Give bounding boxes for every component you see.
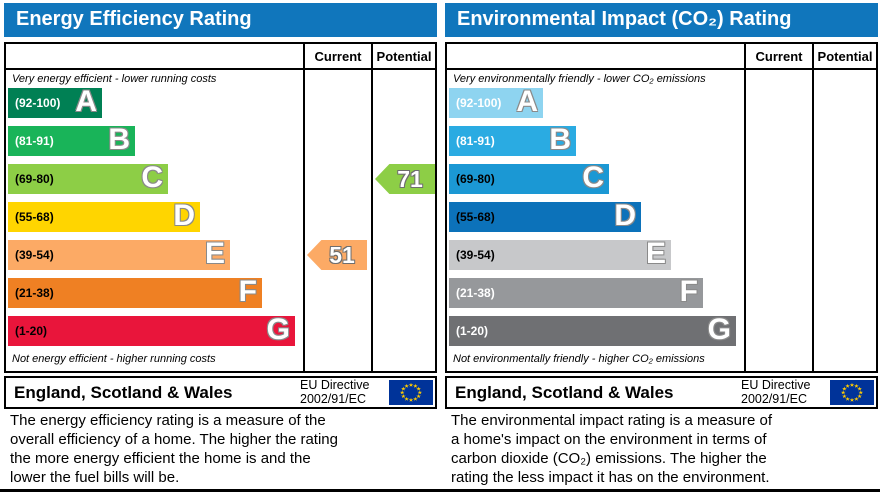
band-range-label: (69-80) <box>15 172 54 186</box>
band-letter: E <box>645 237 666 270</box>
band-e: (39-54) E <box>449 237 671 270</box>
band-b: (81-91) B <box>449 123 576 156</box>
potential-rating-arrow: 71 <box>375 164 435 194</box>
band-d: (55-68) D <box>449 199 641 232</box>
description-line: overall efficiency of a home. The higher… <box>10 431 338 448</box>
region-footer: England, Scotland & Wales EU Directive 2… <box>4 376 437 409</box>
column-divider <box>371 44 373 371</box>
band-f: (21-38) F <box>8 275 262 308</box>
band-e: (39-54) E <box>8 237 230 270</box>
description-line: The environmental impact rating is a mea… <box>451 412 772 429</box>
potential-column-header: Potential <box>376 49 432 64</box>
bottom-rule <box>0 489 880 492</box>
co2-description: The environmental impact rating is a mea… <box>451 411 772 487</box>
top-caption: Very environmentally friendly - lower CO… <box>453 73 706 85</box>
band-range-label: (92-100) <box>456 96 502 110</box>
eu-directive-label: EU Directive 2002/91/EC <box>300 378 370 406</box>
band-range-label: (55-68) <box>456 210 495 224</box>
band-a: (92-100) A <box>8 85 102 118</box>
current-column-header: Current <box>755 49 803 64</box>
band-range-label: (92-100) <box>15 96 61 110</box>
potential-column-header: Potential <box>817 49 873 64</box>
band-letter: E <box>204 237 225 270</box>
band-letter: C <box>582 161 604 194</box>
bottom-caption: Not energy efficient - higher running co… <box>12 353 216 365</box>
top-caption: Very energy efficient - lower running co… <box>12 73 217 85</box>
band-letter: D <box>614 199 636 232</box>
energy-description: The energy efficiency rating is a measur… <box>10 411 338 487</box>
band-a: (92-100) A <box>449 85 543 118</box>
band-c: (69-80) C <box>449 161 609 194</box>
band-g: (1-20) G <box>449 313 736 346</box>
band-letter: F <box>679 275 698 308</box>
band-range-label: (81-91) <box>15 134 54 148</box>
band-range-label: (21-38) <box>15 286 54 300</box>
band-d: (55-68) D <box>8 199 200 232</box>
band-range-label: (69-80) <box>456 172 495 186</box>
band-range-label: (39-54) <box>15 248 54 262</box>
potential-rating-value: 71 <box>397 165 423 192</box>
band-letter: F <box>238 275 257 308</box>
description-line: lower the fuel bills will be. <box>10 469 180 486</box>
region-label: England, Scotland & Wales <box>455 383 674 402</box>
co2-title: Environmental Impact (CO₂) Rating <box>457 8 792 30</box>
column-divider <box>812 44 814 371</box>
current-column-header: Current <box>314 49 362 64</box>
eu-flag-icon <box>830 380 874 405</box>
band-range-label: (39-54) <box>456 248 495 262</box>
description-line: The energy efficiency rating is a measur… <box>10 412 326 429</box>
band-f: (21-38) F <box>449 275 703 308</box>
header-rule <box>447 68 876 70</box>
description-line: carbon dioxide (CO₂) emissions. The high… <box>451 450 767 467</box>
band-g: (1-20) G <box>8 313 295 346</box>
eu-flag-icon <box>389 380 433 405</box>
band-range-label: (1-20) <box>456 324 489 338</box>
current-rating-arrow: 51 <box>307 240 367 270</box>
band-c: (69-80) C <box>8 161 168 194</box>
band-letter: B <box>108 123 130 156</box>
energy-title-bar: Energy Efficiency Rating <box>4 3 437 37</box>
description-line: rating the less impact it has on the env… <box>451 469 770 486</box>
band-range-label: (21-38) <box>456 286 495 300</box>
rating-bands: (92-100) A (81-91) B (69-80) C (55-68) D (39-54)… <box>8 85 295 354</box>
column-divider <box>744 44 746 371</box>
header-rule <box>6 68 435 70</box>
band-letter: D <box>173 199 195 232</box>
description-line: a home's impact on the environment in te… <box>451 431 767 448</box>
band-letter: G <box>707 313 731 346</box>
energy-rating-chart: Current Potential Very energy efficient … <box>4 42 437 373</box>
band-letter: A <box>516 85 538 118</box>
region-footer: England, Scotland & Wales EU Directive 2… <box>445 376 878 409</box>
band-range-label: (81-91) <box>456 134 495 148</box>
band-range-label: (1-20) <box>15 324 48 338</box>
co2-title-bar: Environmental Impact (CO₂) Rating <box>445 3 878 37</box>
band-letter: C <box>141 161 163 194</box>
band-b: (81-91) B <box>8 123 135 156</box>
region-label: England, Scotland & Wales <box>14 383 233 402</box>
energy-title: Energy Efficiency Rating <box>16 8 252 30</box>
band-range-label: (55-68) <box>15 210 54 224</box>
bottom-caption: Not environmentally friendly - higher CO… <box>453 353 705 365</box>
band-letter: B <box>549 123 571 156</box>
eu-directive-label: EU Directive 2002/91/EC <box>741 378 811 406</box>
rating-bands: (92-100) A (81-91) B (69-80) C (55-68) D (39-54)… <box>449 85 736 354</box>
current-rating-value: 51 <box>329 241 355 268</box>
band-letter: A <box>75 85 97 118</box>
band-letter: G <box>266 313 290 346</box>
description-line: the more energy efficient the home is an… <box>10 450 311 467</box>
column-divider <box>303 44 305 371</box>
co2-rating-chart: Current Potential Very environmentally f… <box>445 42 878 373</box>
